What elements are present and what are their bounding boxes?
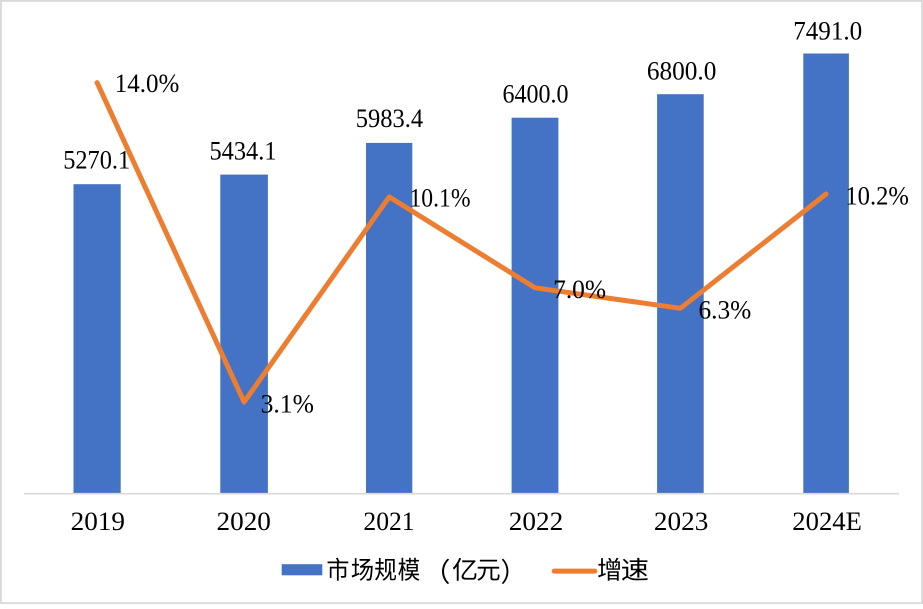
svg-text:6800.0: 6800.0: [647, 55, 717, 85]
svg-text:2019: 2019: [71, 506, 125, 536]
svg-text:5434.1: 5434.1: [210, 136, 277, 166]
svg-text:10.2%: 10.2%: [845, 181, 909, 211]
svg-text:14.0%: 14.0%: [115, 68, 180, 98]
svg-text:3.1%: 3.1%: [261, 388, 314, 418]
svg-text:6.3%: 6.3%: [699, 295, 752, 325]
svg-text:6400.0: 6400.0: [503, 78, 569, 108]
svg-text:7491.0: 7491.0: [793, 15, 862, 45]
svg-text:2020: 2020: [217, 506, 271, 536]
svg-text:5983.4: 5983.4: [356, 103, 423, 133]
svg-text:2024E: 2024E: [792, 506, 862, 536]
svg-text:7.0%: 7.0%: [553, 274, 606, 304]
svg-text:2023: 2023: [654, 506, 708, 536]
svg-text:2021: 2021: [363, 506, 414, 536]
svg-text:2022: 2022: [509, 506, 563, 536]
svg-text:10.1%: 10.1%: [410, 182, 471, 212]
svg-text:5270.1: 5270.1: [63, 144, 130, 174]
